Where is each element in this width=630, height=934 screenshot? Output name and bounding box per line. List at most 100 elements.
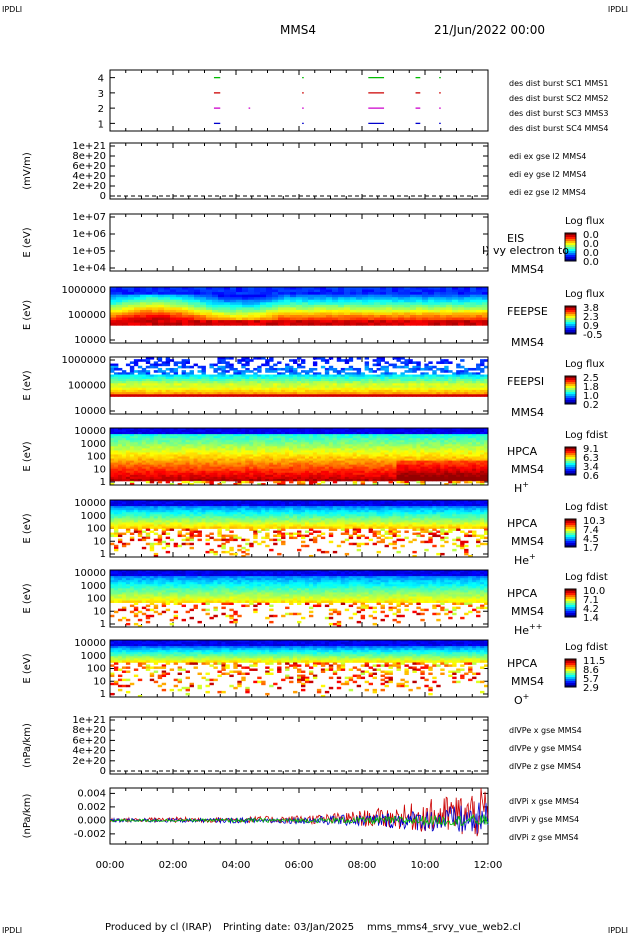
spectrogram-cell [376, 444, 381, 447]
spectrogram-cell [121, 452, 127, 455]
spectrogram-cell [245, 458, 250, 461]
spectrogram-cell [356, 372, 362, 375]
spectrogram-cell [125, 376, 131, 380]
spectrogram-cell [289, 458, 294, 461]
spectrogram-cell [285, 385, 290, 389]
spectrogram-cell [125, 438, 131, 441]
spectrogram-cell [408, 434, 413, 437]
spectrogram-cell [233, 474, 238, 478]
spectrogram-cell [201, 372, 206, 375]
spectrogram-cell [205, 476, 210, 480]
spectrogram-cell [157, 374, 163, 378]
spectrogram-cell [265, 450, 270, 453]
spectrogram-cell [340, 370, 346, 373]
spectrogram-cell [253, 456, 258, 459]
spectrogram-cell [424, 440, 429, 443]
spectrogram-cell [137, 470, 143, 474]
spectrogram-cell [308, 312, 315, 316]
spectrogram-cell [464, 367, 469, 371]
spectrogram-cell [281, 438, 286, 441]
spectrogram-cell [340, 452, 346, 455]
spectrogram-cell [253, 367, 258, 371]
spectrogram-cell [176, 322, 183, 326]
spectrogram-cell [476, 374, 481, 378]
spectrogram-cell [284, 302, 291, 306]
spectrogram-cell [440, 312, 447, 316]
spectrogram-cell [356, 317, 363, 321]
spectrogram-cell [332, 392, 338, 395]
spectrogram-cell [432, 374, 437, 378]
spectrogram-cell [312, 452, 318, 455]
spectrogram-cell [432, 430, 437, 433]
spectrogram-cell [209, 474, 214, 478]
spectrogram-cell [464, 307, 471, 311]
spectrogram-cell [185, 476, 190, 480]
spectrogram-cell [197, 442, 202, 445]
spectrogram-cell [348, 440, 354, 443]
spectrogram-cell [440, 297, 447, 301]
spectrogram-cell [201, 367, 206, 371]
spectrogram-cell [424, 381, 429, 384]
spectrogram-cell [193, 378, 198, 382]
spectrogram-cell [149, 470, 155, 474]
spectrogram-cell [209, 394, 214, 397]
spectrogram-cell [145, 434, 151, 437]
spectrogram-cell [113, 378, 119, 382]
spectrogram-cell [289, 428, 294, 431]
spectrogram-cell [436, 394, 441, 397]
spectrogram-cell [436, 389, 441, 393]
spectrogram-cell [416, 464, 421, 468]
spectrogram-cell [157, 376, 163, 380]
spectrogram-cell [201, 432, 206, 435]
colorbar-cell-3-11 [565, 328, 576, 331]
spectrogram-cell [248, 309, 255, 313]
spectrogram-cell [277, 367, 282, 371]
spectrogram-cell [434, 309, 441, 313]
spectrogram-cell [332, 450, 338, 453]
spectrogram-cell [388, 374, 393, 378]
spectrogram-cell [304, 456, 310, 459]
spectrogram-cell [164, 289, 171, 293]
spectrogram-cell [308, 292, 315, 296]
spectrogram-cell [121, 442, 127, 445]
spectrogram-cell [352, 383, 358, 386]
spectrogram-cell [149, 428, 155, 431]
spectrogram-cell [432, 474, 437, 478]
spectrogram-cell [458, 302, 465, 306]
spectrogram-cell [304, 378, 310, 382]
spectrogram-cell [110, 307, 117, 311]
spectrogram-cell [137, 456, 143, 459]
spectrogram-cell [434, 289, 441, 293]
spectrogram-cell [340, 387, 346, 391]
spectrogram-cell [297, 444, 302, 447]
spectrogram-cell [352, 478, 358, 482]
spectrogram-cell [189, 450, 194, 453]
spectrogram-cell [392, 452, 397, 455]
spectrogram-cell [324, 381, 330, 384]
spectrogram-cell [434, 307, 441, 311]
spectrogram-cell [173, 464, 179, 468]
spectrogram-cell [352, 470, 358, 474]
spectrogram-cell [182, 299, 189, 303]
spectrogram-cell [386, 287, 393, 291]
spectrogram-cell [285, 472, 290, 476]
spectrogram-cell [392, 474, 397, 478]
spectrogram-cell [237, 432, 242, 435]
spectrogram-cell [281, 374, 286, 378]
spectrogram-cell [205, 446, 210, 449]
spectrogram-cell [169, 378, 175, 382]
spectrogram-cell [213, 474, 218, 478]
spectrogram-cell [482, 289, 489, 293]
spectrogram-cell [332, 317, 339, 321]
spectrogram-cell [400, 448, 405, 451]
spectrogram-cell [153, 387, 159, 391]
spectrogram-cell [145, 438, 151, 441]
spectrogram-cell [152, 304, 159, 308]
spectrogram-cell [293, 392, 298, 395]
spectrogram-cell [336, 392, 342, 395]
spectrogram-cell [185, 428, 190, 431]
spectrogram-cell [265, 448, 270, 451]
spectrogram-cell [201, 468, 206, 472]
spectrogram-cell [420, 374, 425, 378]
spectrogram-cell [213, 438, 218, 441]
